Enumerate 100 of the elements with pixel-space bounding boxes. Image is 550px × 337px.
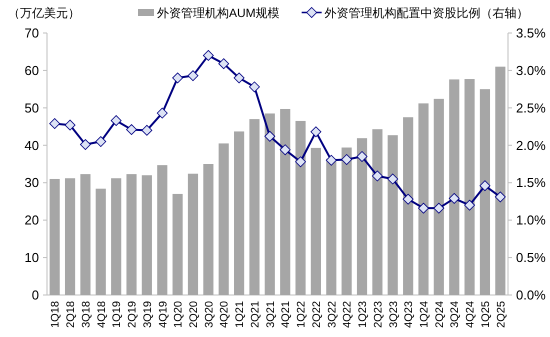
point (172, 72, 184, 84)
point (402, 194, 414, 205)
bar (249, 119, 260, 295)
bar (264, 113, 275, 295)
x-tick-label: 3Q19 (142, 301, 154, 328)
point (234, 72, 244, 84)
x-tick-label: 2Q24 (434, 301, 446, 328)
point (64, 120, 76, 130)
y2-tick-label: 0.0% (516, 288, 546, 302)
bar (356, 138, 368, 295)
bar (64, 178, 76, 295)
x-tick-label: 3Q20 (203, 301, 216, 328)
bar (495, 66, 506, 295)
bar (126, 174, 137, 295)
bar (218, 143, 229, 295)
point (464, 200, 475, 211)
point (80, 139, 91, 150)
y-tick-label: 10 (24, 250, 39, 266)
y2-tick-label: 2.5% (516, 100, 546, 116)
bar (418, 103, 429, 295)
point (110, 115, 122, 126)
x-tick-label: 1Q25 (480, 301, 492, 328)
x-tick-label: 4Q18 (96, 301, 108, 328)
y2-tick-label: 0.5% (516, 250, 546, 266)
point (418, 202, 429, 214)
point (387, 174, 398, 184)
point (433, 202, 444, 214)
x-tick-label: 4Q21 (280, 301, 292, 328)
bar (188, 174, 198, 295)
bar (342, 148, 352, 295)
y2-tick-label: 2.0% (516, 138, 546, 153)
x-tick-label: 3Q22 (326, 301, 338, 328)
bar (326, 158, 336, 295)
x-tick-label: 1Q21 (234, 301, 246, 328)
point (95, 136, 106, 147)
x-tick-label: 2Q23 (372, 301, 384, 328)
bar (403, 117, 414, 295)
point (372, 170, 383, 182)
y-tick-label: 0 (32, 288, 39, 302)
legend-label: 外资管理机构AUM规模 (157, 6, 280, 20)
x-tick-label: 3Q21 (264, 301, 277, 328)
legend-label: 外资管理机构配置中资股比例（右轴） (324, 6, 529, 20)
x-tick-label: 2Q21 (249, 301, 262, 328)
y-tick-label: 50 (24, 100, 39, 116)
point (249, 81, 260, 92)
x-tick-label: 1Q20 (172, 301, 185, 328)
x-tick-label: 4Q20 (218, 301, 231, 328)
x-tick-label: 4Q22 (342, 301, 354, 328)
x-tick-label: 2Q18 (65, 301, 78, 328)
point (156, 108, 168, 118)
x-tick-label: 4Q23 (403, 301, 416, 328)
x-tick-label: 4Q19 (157, 301, 170, 328)
point (356, 151, 368, 162)
point (264, 130, 276, 142)
bar (172, 194, 183, 295)
y-tick-label: 60 (24, 62, 39, 78)
point (494, 192, 506, 202)
x-tick-label: 1Q24 (418, 301, 430, 328)
x-tick-label: 2Q19 (126, 301, 139, 328)
bar (480, 89, 490, 295)
point (310, 126, 322, 138)
bar (157, 165, 168, 295)
x-tick-label: 3Q24 (449, 301, 462, 328)
bar (111, 178, 122, 295)
bar (234, 131, 244, 295)
point (280, 144, 291, 156)
bar (142, 175, 152, 295)
y-tick-label: 30 (24, 175, 39, 190)
point (218, 58, 230, 70)
point (141, 124, 152, 136)
point (326, 154, 337, 166)
y-axis-title: （万亿美元） (8, 6, 80, 20)
bar (280, 108, 290, 295)
x-tick-label: 2Q25 (495, 301, 508, 328)
bar (295, 120, 306, 295)
bar (80, 174, 90, 295)
y-tick-label: 40 (24, 138, 39, 153)
y-tick-label: 20 (24, 212, 39, 228)
bar (50, 178, 60, 295)
bar (310, 148, 321, 295)
bar (203, 164, 214, 295)
bar (464, 79, 475, 295)
bar (434, 98, 444, 295)
y2-tick-label: 1.0% (516, 212, 546, 228)
y2-tick-label: 3.5% (516, 26, 546, 40)
x-tick-label: 1Q22 (296, 301, 308, 328)
point (480, 180, 490, 192)
point (188, 70, 198, 82)
x-tick-label: 1Q19 (111, 301, 124, 328)
y-tick-label: 70 (24, 26, 39, 40)
point (341, 154, 352, 165)
x-tick-label: 1Q18 (50, 301, 62, 328)
point (448, 193, 460, 204)
x-tick-label: 4Q24 (464, 301, 477, 328)
bar (388, 135, 398, 295)
y2-tick-label: 3.0% (516, 62, 546, 78)
bar (449, 79, 460, 295)
x-tick-label: 2Q22 (310, 301, 323, 328)
x-tick-label: 2Q20 (188, 301, 200, 328)
bar (372, 129, 382, 295)
